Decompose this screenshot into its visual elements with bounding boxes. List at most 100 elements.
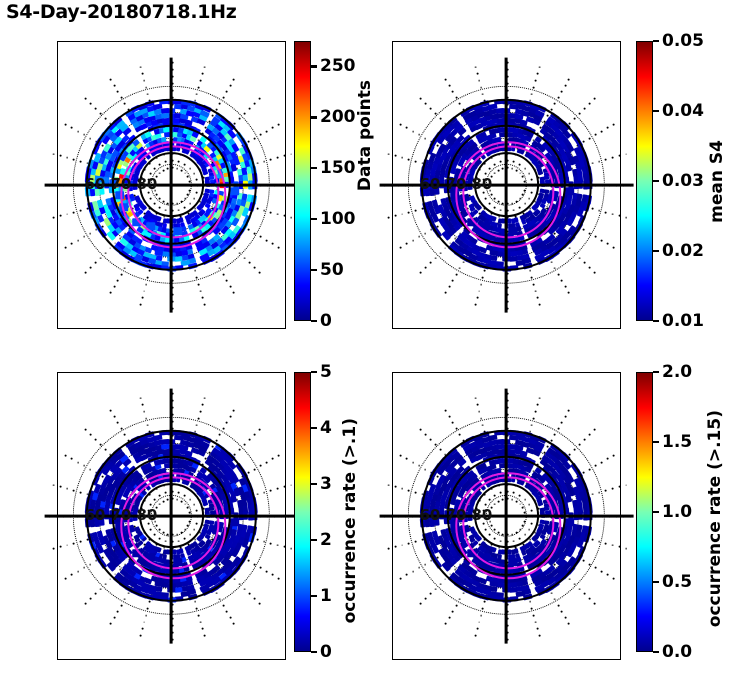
radial-tick-label: 60 xyxy=(419,508,440,523)
axis-line-vertical xyxy=(505,57,508,313)
colorbar-tick: 1.5 xyxy=(653,432,692,452)
tick-label: 0.5 xyxy=(662,572,692,592)
radial-tick-label: 60 xyxy=(84,508,105,523)
auroral-oval-contour-1 xyxy=(120,141,227,249)
tick-label: 0 xyxy=(320,642,332,662)
radial-tick-label: 60 xyxy=(84,177,105,192)
radial-tick-label: 70 xyxy=(110,508,131,523)
tick-label: 250 xyxy=(320,56,356,76)
tick-mark xyxy=(653,580,659,584)
colorbar-tick: 1 xyxy=(311,586,332,606)
colorbar-tick: 3 xyxy=(311,474,332,494)
tick-mark xyxy=(311,65,317,68)
tick-label: 0.04 xyxy=(662,101,704,121)
tick-label: 0.05 xyxy=(662,31,704,51)
polar-plot-data-points: 60 70 80 xyxy=(44,41,299,329)
tick-mark xyxy=(311,217,317,221)
tick-mark xyxy=(311,426,317,430)
colorbar-tick: 1.0 xyxy=(653,502,692,522)
tick-label: 150 xyxy=(320,158,356,178)
auroral-oval-contour-2 xyxy=(127,476,220,570)
colorbar-tick: 0 xyxy=(311,642,332,662)
colorbar-tick: 200 xyxy=(311,107,356,127)
tick-label: 0.03 xyxy=(662,171,704,191)
tick-label: 0 xyxy=(320,311,332,331)
tick-mark xyxy=(653,319,659,323)
auroral-oval-contour-2 xyxy=(127,145,220,239)
tick-mark xyxy=(311,116,317,119)
colorbar-tick: 0.04 xyxy=(653,101,704,121)
colorbar-title-mean-s4: mean S4 xyxy=(707,140,727,223)
colorbar-data-points xyxy=(294,41,311,321)
tick-label: 2.0 xyxy=(662,362,692,382)
radial-tick-label: 80 xyxy=(136,508,157,523)
polar-axes: 60 70 80 xyxy=(44,57,299,313)
radial-tick-label: 60 xyxy=(419,177,440,192)
auroral-oval-contour-2 xyxy=(462,476,555,570)
tick-mark xyxy=(311,594,317,598)
tick-mark xyxy=(311,319,317,323)
tick-label: 5 xyxy=(320,362,332,382)
colorbar-tick: 0.0 xyxy=(653,642,692,662)
auroral-oval-contour-1 xyxy=(455,141,562,249)
tick-mark xyxy=(653,510,659,514)
colorbar-tick: 2.0 xyxy=(653,362,692,382)
radial-tick-label: 80 xyxy=(471,177,492,192)
polar-plot-occurrence-rate-015: 60 70 80 xyxy=(379,372,634,660)
colorbar-tick: 50 xyxy=(311,260,344,280)
tick-mark xyxy=(311,370,317,374)
colorbar-tick: 0.03 xyxy=(653,171,704,191)
colorbar-tick: 0.05 xyxy=(653,31,704,51)
colorbar-tick: 100 xyxy=(311,209,356,229)
colorbar-mean-s4 xyxy=(636,41,653,321)
auroral-oval-contour-1 xyxy=(455,472,562,580)
colorbar-occurrence-rate-015 xyxy=(636,372,653,652)
tick-label: 2 xyxy=(320,530,332,550)
colorbar-tick: 0.02 xyxy=(653,241,704,261)
tick-mark xyxy=(311,482,317,486)
tick-label: 100 xyxy=(320,209,356,229)
tick-label: 3 xyxy=(320,474,332,494)
tick-label: 0.0 xyxy=(662,642,692,662)
tick-mark xyxy=(311,538,317,542)
colorbar-tick: 0.5 xyxy=(653,572,692,592)
radial-tick-label: 80 xyxy=(471,508,492,523)
tick-mark xyxy=(653,370,659,374)
tick-label: 1.0 xyxy=(662,502,692,522)
tick-label: 0.01 xyxy=(662,311,704,331)
tick-mark xyxy=(311,268,317,272)
tick-mark xyxy=(653,249,659,253)
axis-line-vertical xyxy=(505,388,508,644)
tick-mark xyxy=(653,440,659,444)
tick-mark xyxy=(653,39,659,43)
auroral-oval-contour-1 xyxy=(120,472,227,580)
radial-tick-label: 70 xyxy=(445,177,466,192)
colorbar-tick: 0 xyxy=(311,311,332,331)
radial-tick-label: 70 xyxy=(110,177,131,192)
tick-label: 1.5 xyxy=(662,432,692,452)
tick-mark xyxy=(653,179,659,183)
tick-label: 1 xyxy=(320,586,332,606)
colorbar-tick: 0.01 xyxy=(653,311,704,331)
colorbar-title-data-points: Data points xyxy=(355,80,375,191)
tick-label: 50 xyxy=(320,260,344,280)
radial-tick-label: 70 xyxy=(445,508,466,523)
polar-axes: 60 70 80 xyxy=(379,57,634,313)
axis-line-vertical xyxy=(170,57,173,313)
auroral-oval-contour-2 xyxy=(462,145,555,239)
polar-axes: 60 70 80 xyxy=(379,388,634,644)
colorbar-title-occurrence-rate-01: occurrence rate (>.1) xyxy=(340,418,360,623)
tick-mark xyxy=(653,650,659,654)
polar-plot-mean-s4: 60 70 80 xyxy=(379,41,634,329)
tick-label: 200 xyxy=(320,107,356,127)
colorbar-occurrence-rate-01 xyxy=(294,372,311,652)
colorbar-tick: 250 xyxy=(311,56,356,76)
polar-axes: 60 70 80 xyxy=(44,388,299,644)
tick-mark xyxy=(653,109,659,113)
page-title: S4-Day-20180718.1Hz xyxy=(6,1,237,23)
colorbar-title-occurrence-rate-015: occurrence rate (>.15) xyxy=(705,410,725,627)
polar-plot-occurrence-rate-01: 60 70 80 xyxy=(44,372,299,660)
colorbar-tick: 5 xyxy=(311,362,332,382)
axis-line-vertical xyxy=(170,388,173,644)
